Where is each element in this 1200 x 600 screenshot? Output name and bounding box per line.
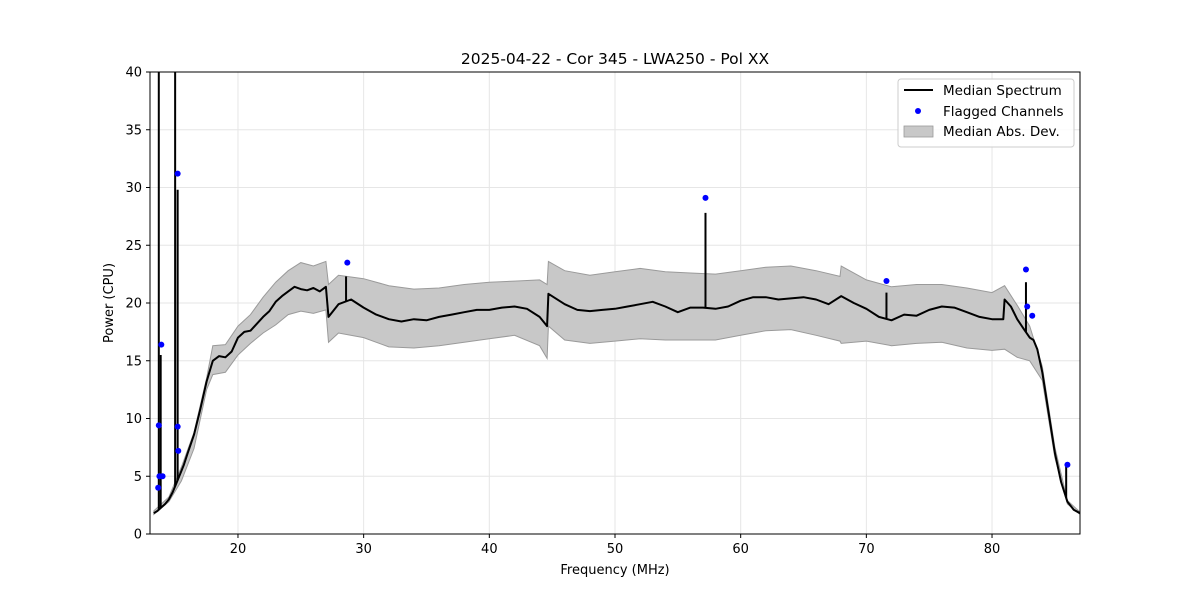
flagged-channel-point bbox=[159, 473, 166, 480]
chart-title: 2025-04-22 - Cor 345 - LWA250 - Pol XX bbox=[461, 50, 770, 68]
legend: Median Spectrum Flagged Channels Median … bbox=[897, 78, 1075, 148]
x-axis-label: Frequency (MHz) bbox=[560, 563, 669, 578]
median-line-layer bbox=[153, 72, 1080, 515]
legend-mad-label: Median Abs. Dev. bbox=[943, 124, 1060, 140]
flagged-channel-point bbox=[702, 194, 709, 201]
y-axis-label: Power (CPU) bbox=[102, 263, 117, 343]
flagged-channel-point bbox=[1024, 303, 1031, 310]
mad-band-layer bbox=[153, 260, 1080, 516]
flagged-channel-point bbox=[883, 278, 890, 285]
flagged-channel-point bbox=[174, 170, 181, 177]
x-tick-label: 20 bbox=[230, 542, 247, 557]
y-tick-label: 15 bbox=[125, 354, 142, 369]
legend-flagged-swatch bbox=[915, 108, 921, 114]
y-tick-label: 40 bbox=[125, 66, 142, 81]
x-tick-label: 30 bbox=[355, 542, 372, 557]
flagged-channel-point bbox=[344, 259, 351, 266]
flagged-channel-point bbox=[1064, 461, 1071, 468]
y-tick-label: 30 bbox=[125, 181, 142, 196]
flagged-channel-point bbox=[1029, 312, 1036, 319]
flagged-channel-point bbox=[175, 447, 182, 454]
x-tick-label: 50 bbox=[607, 542, 624, 557]
median-spectrum-line bbox=[153, 285, 1080, 515]
y-tick-label: 5 bbox=[134, 470, 142, 485]
x-tick-label: 80 bbox=[984, 542, 1001, 557]
y-tick-label: 0 bbox=[134, 528, 142, 543]
x-tick-label: 40 bbox=[481, 542, 498, 557]
flagged-channel-point bbox=[155, 422, 162, 429]
y-tick-label: 35 bbox=[125, 123, 142, 138]
x-tick-label: 70 bbox=[858, 542, 875, 557]
flagged-channel-point bbox=[1022, 266, 1029, 273]
y-tick-label: 20 bbox=[125, 297, 142, 312]
y-axis-ticks: 0 5 10 15 20 25 30 35 40 bbox=[125, 66, 150, 543]
flagged-points-layer bbox=[155, 170, 1071, 491]
flagged-channel-point bbox=[155, 484, 162, 491]
x-axis-ticks: 20 30 40 50 60 70 80 bbox=[230, 534, 1001, 557]
legend-median-label: Median Spectrum bbox=[943, 83, 1062, 99]
flagged-channel-point bbox=[174, 423, 181, 430]
x-tick-label: 60 bbox=[732, 542, 749, 557]
mad-band bbox=[153, 260, 1080, 516]
legend-mad-swatch bbox=[903, 125, 934, 138]
y-tick-label: 10 bbox=[125, 412, 142, 427]
legend-flagged-label: Flagged Channels bbox=[943, 104, 1064, 120]
legend-box bbox=[897, 78, 1075, 148]
y-tick-label: 25 bbox=[125, 239, 142, 254]
flagged-channel-point bbox=[158, 341, 165, 348]
